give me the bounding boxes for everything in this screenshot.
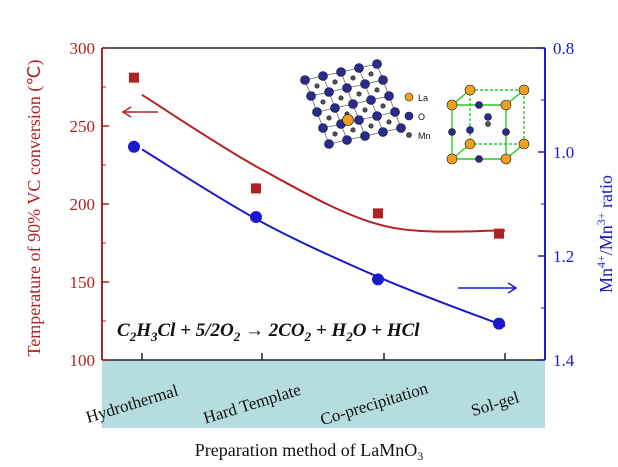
manganese-atom	[332, 79, 338, 85]
left-axis-title: Temperature of 90% VC conversion (℃)	[24, 59, 45, 356]
right-axis-arrow	[458, 282, 518, 294]
ratio-fit-curve	[141, 148, 506, 328]
category-band	[102, 360, 545, 428]
legend-atom-la	[404, 92, 414, 102]
cube-face-atom	[448, 128, 456, 136]
cube-face-atom	[475, 155, 483, 163]
oxygen-atom	[390, 107, 400, 117]
ratio-point	[372, 273, 384, 286]
left-tick-label: 100	[70, 351, 96, 370]
legend-label-o: O	[418, 112, 425, 122]
oxygen-atom	[318, 71, 328, 81]
cube-center-atom	[485, 121, 491, 127]
temperature-point	[251, 183, 261, 194]
cube-face-atom	[466, 126, 474, 134]
oxygen-atom	[318, 123, 328, 133]
oxygen-atom	[360, 131, 370, 141]
oxygen-atom	[336, 67, 346, 77]
manganese-atom	[320, 99, 326, 105]
manganese-atom	[350, 127, 356, 133]
oxygen-atom	[378, 75, 388, 85]
oxygen-atom	[324, 87, 334, 97]
left-tick-label: 300	[70, 39, 96, 58]
oxygen-atom	[372, 59, 382, 69]
x-axis-title: Preparation method of LaMnO3	[195, 440, 423, 463]
oxygen-atom	[378, 127, 388, 137]
ratio-point	[250, 211, 262, 223]
oxygen-atom	[312, 107, 322, 117]
manganese-atom	[368, 123, 374, 129]
manganese-atom	[314, 83, 320, 89]
left-tick-label: 250	[70, 117, 96, 136]
legend-atom-o	[404, 111, 414, 121]
cube-corner-atom	[464, 84, 476, 96]
oxygen-atom	[354, 63, 364, 73]
cube-front-face	[451, 104, 507, 160]
cube-corner-atom	[500, 99, 512, 111]
oxygen-atom	[348, 99, 358, 109]
temperature-fit-curve	[141, 93, 506, 233]
arrow-head	[121, 106, 132, 118]
lanthanum-atom	[342, 114, 354, 126]
ratio-point	[493, 317, 505, 330]
oxygen-atom	[354, 115, 364, 125]
arrow-head	[507, 282, 518, 294]
oxygen-atom	[342, 135, 352, 145]
manganese-atom	[368, 71, 374, 77]
manganese-atom	[374, 87, 380, 93]
temperature-point	[129, 72, 139, 83]
oxygen-atom	[372, 111, 382, 121]
temperature-point	[494, 228, 504, 239]
legend-label-la: La	[418, 93, 428, 103]
left-tick-label: 150	[70, 273, 96, 292]
cube-face-atom	[502, 128, 510, 136]
right-tick-label: 1.4	[553, 351, 575, 370]
temperature-point	[373, 208, 383, 219]
manganese-atom	[326, 115, 332, 121]
cube-corner-atom	[446, 153, 458, 165]
right-tick-label: 1.0	[553, 143, 574, 162]
oxygen-atom	[360, 79, 370, 89]
legend-atom-mn	[406, 132, 412, 138]
manganese-atom	[356, 91, 362, 97]
right-tick-label: 1.2	[553, 247, 574, 266]
cube-corner-atom	[518, 138, 530, 150]
oxygen-atom	[384, 91, 394, 101]
manganese-atom	[386, 119, 392, 125]
cube-face-atom	[484, 113, 492, 121]
manganese-atom	[332, 131, 338, 137]
cube-corner-atom	[446, 99, 458, 111]
cube-corner-atom	[500, 153, 512, 165]
oxygen-atom	[342, 83, 352, 93]
right-axis-title: Mn4+/Mn3+ ratio	[594, 175, 616, 293]
cube-face-atom	[475, 101, 483, 109]
cube-corner-atom	[518, 84, 530, 96]
cube-corner-atom	[464, 138, 476, 150]
oxygen-atom	[330, 103, 340, 113]
perovskite-structure-inset	[300, 59, 530, 165]
manganese-atom	[380, 103, 386, 109]
legend-label-mn: Mn	[418, 131, 431, 141]
left-tick-label: 200	[70, 195, 96, 214]
manganese-atom	[338, 95, 344, 101]
right-tick-label: 0.8	[553, 39, 574, 58]
manganese-atom	[350, 75, 356, 81]
oxygen-atom	[396, 123, 406, 133]
oxygen-atom	[324, 139, 334, 149]
left-axis-arrow	[121, 106, 158, 118]
oxygen-atom	[300, 75, 310, 85]
reaction-equation: C2H3Cl + 5/2O2 → 2CO2 + H2O + HCl	[117, 320, 420, 344]
oxygen-atom	[306, 91, 316, 101]
oxygen-atom	[366, 95, 376, 105]
manganese-atom	[362, 107, 368, 113]
ratio-point	[128, 140, 140, 153]
cube-back-face	[469, 89, 525, 145]
